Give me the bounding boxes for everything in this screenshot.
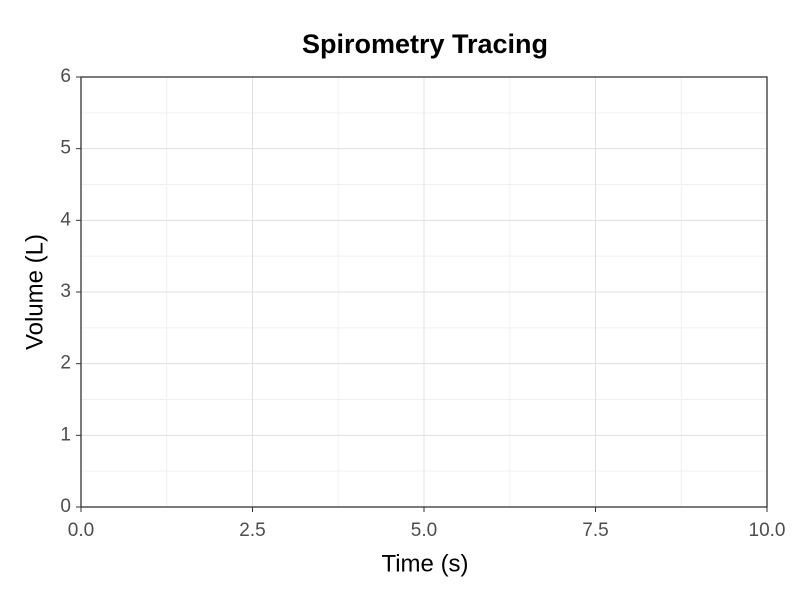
y-tick-label: 0: [60, 496, 71, 517]
plot-border: [80, 76, 768, 508]
y-axis-label: Volume (L): [21, 234, 48, 350]
y-tick-label: 6: [60, 66, 71, 87]
chart-title: Spirometry Tracing: [302, 29, 548, 59]
y-tick-label: 1: [60, 424, 71, 445]
x-tick-label: 5.0: [411, 520, 437, 541]
x-tick-label: 7.5: [582, 520, 608, 541]
y-tick-label: 5: [60, 138, 71, 159]
x-tick-label: 0.0: [68, 520, 94, 541]
x-tick-label: 2.5: [239, 520, 265, 541]
y-tick-label: 3: [60, 281, 71, 302]
y-tick-label: 4: [60, 209, 71, 230]
x-tick-label: 10.0: [749, 520, 786, 541]
y-tick-label: 2: [60, 353, 71, 374]
x-axis-label: Time (s): [381, 550, 468, 577]
